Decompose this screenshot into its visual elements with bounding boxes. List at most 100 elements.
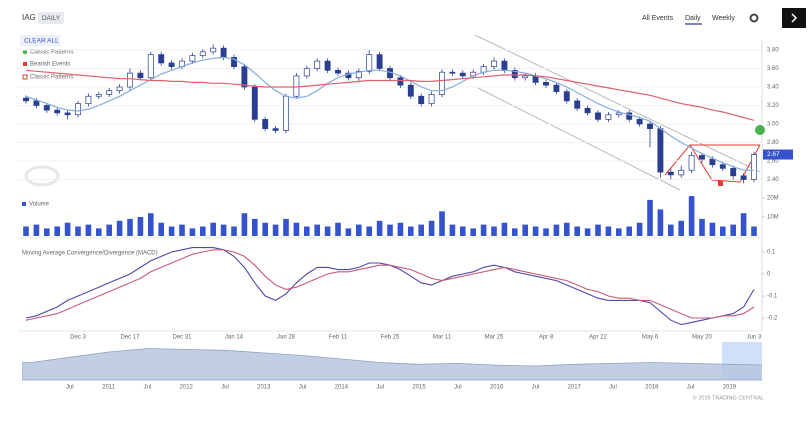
candle-body <box>667 171 674 176</box>
volume-bar <box>584 228 591 236</box>
tab[interactable]: All Events <box>642 15 674 22</box>
candle-body <box>574 100 581 109</box>
candle-body <box>324 60 331 71</box>
y-tick-label: 3.60 <box>767 66 779 72</box>
badge-bg <box>38 12 64 24</box>
candle-body <box>314 60 321 69</box>
candle-body <box>85 95 92 105</box>
candle-body <box>64 112 71 116</box>
volume-bar <box>564 222 570 236</box>
candle-body <box>418 95 425 105</box>
candle-body <box>615 112 622 116</box>
candle-body <box>584 107 591 114</box>
y-tick-label: 3.00 <box>767 122 779 128</box>
navigator-label: 2017 <box>568 385 582 391</box>
volume-bar <box>480 224 487 236</box>
candle-body <box>293 75 300 97</box>
volume-bar <box>44 228 50 236</box>
candle-body <box>116 86 123 92</box>
candle-body <box>688 155 695 171</box>
candle-body <box>210 47 217 53</box>
pattern-outline <box>664 144 761 183</box>
candle-body <box>75 103 81 116</box>
volume-bar <box>345 228 352 236</box>
macd-line <box>25 249 755 321</box>
navigator <box>22 348 762 381</box>
candle-body <box>595 112 601 120</box>
volume-bar <box>720 226 726 236</box>
legend-label[interactable]: Bearish Events <box>30 62 70 68</box>
volume-bar <box>241 213 248 236</box>
candle-body <box>553 84 560 92</box>
volume-bar <box>179 224 185 236</box>
volume-bar <box>470 228 476 236</box>
volume-bar <box>751 226 757 236</box>
candle-body <box>501 60 508 71</box>
candle-body <box>647 123 653 129</box>
watermark <box>24 165 60 187</box>
candle-body <box>33 100 40 106</box>
candle-body <box>740 175 747 180</box>
volume-bar <box>460 226 466 236</box>
volume-bar <box>148 213 154 236</box>
navigator-label: Jul <box>532 385 540 391</box>
x-tick-label: May 20 <box>692 335 712 341</box>
tab-active[interactable]: Daily <box>685 15 701 22</box>
moving-average <box>25 69 755 121</box>
x-tick-label: Feb 25 <box>381 335 400 341</box>
macd-line <box>25 247 755 326</box>
candle-body <box>563 91 570 102</box>
volume-bar <box>668 224 674 236</box>
navigator-label: Jul <box>454 385 462 391</box>
candle-body <box>127 72 133 88</box>
volume-bar <box>293 222 300 236</box>
navigator-label: Jul <box>376 385 384 391</box>
candle-body <box>272 128 279 131</box>
volume-bar <box>699 218 705 236</box>
tab[interactable]: Weekly <box>712 15 735 22</box>
legend-label[interactable]: Classic Patterns <box>30 50 73 56</box>
volume-bar <box>501 222 508 236</box>
candle-body <box>397 77 404 86</box>
volume-bar <box>33 224 40 236</box>
x-tick-label: Jun 3 <box>747 335 762 341</box>
y-tick-label: 2.60 <box>767 159 779 165</box>
volume-bar <box>158 222 164 236</box>
volume-bar <box>574 226 580 236</box>
candle-body <box>626 112 633 120</box>
volume-bar <box>543 228 549 236</box>
volume-bar <box>314 224 320 236</box>
volume-bar <box>532 226 539 236</box>
volume-bar <box>418 224 424 236</box>
volume-bar <box>439 211 445 236</box>
legend-label[interactable]: Classic Patterns <box>30 75 73 81</box>
navigator-label: Jul <box>144 385 152 391</box>
volume-bar <box>189 228 196 236</box>
volume-bar <box>709 222 716 236</box>
side-toggle[interactable] <box>782 8 806 28</box>
y-tick-label: 3.20 <box>767 103 779 109</box>
candle-body <box>709 158 716 166</box>
event-marker[interactable] <box>718 181 723 186</box>
clear-button-bg[interactable] <box>20 35 60 46</box>
candle-body <box>366 54 373 72</box>
navigator-label: Jul <box>299 385 307 391</box>
navigator-label: 2012 <box>180 385 194 391</box>
candle-body <box>657 128 664 173</box>
volume-bar <box>252 218 258 236</box>
volume-bar <box>356 224 362 236</box>
x-tick-label: Feb 11 <box>329 335 348 341</box>
x-tick-label: Jan 14 <box>225 335 244 341</box>
volume-bar <box>688 196 695 236</box>
candle-body <box>522 75 529 79</box>
trend-channel <box>474 34 761 173</box>
navigator-label: 2019 <box>723 385 737 391</box>
volume-bar <box>366 226 372 236</box>
candle-body <box>95 94 102 97</box>
symbol: IAG <box>22 13 36 22</box>
clear-button[interactable]: CLEAR ALL <box>24 38 59 45</box>
event-marker[interactable] <box>755 125 765 135</box>
x-tick-label: Jan 28 <box>277 335 296 341</box>
settings-icon[interactable] <box>749 13 759 23</box>
